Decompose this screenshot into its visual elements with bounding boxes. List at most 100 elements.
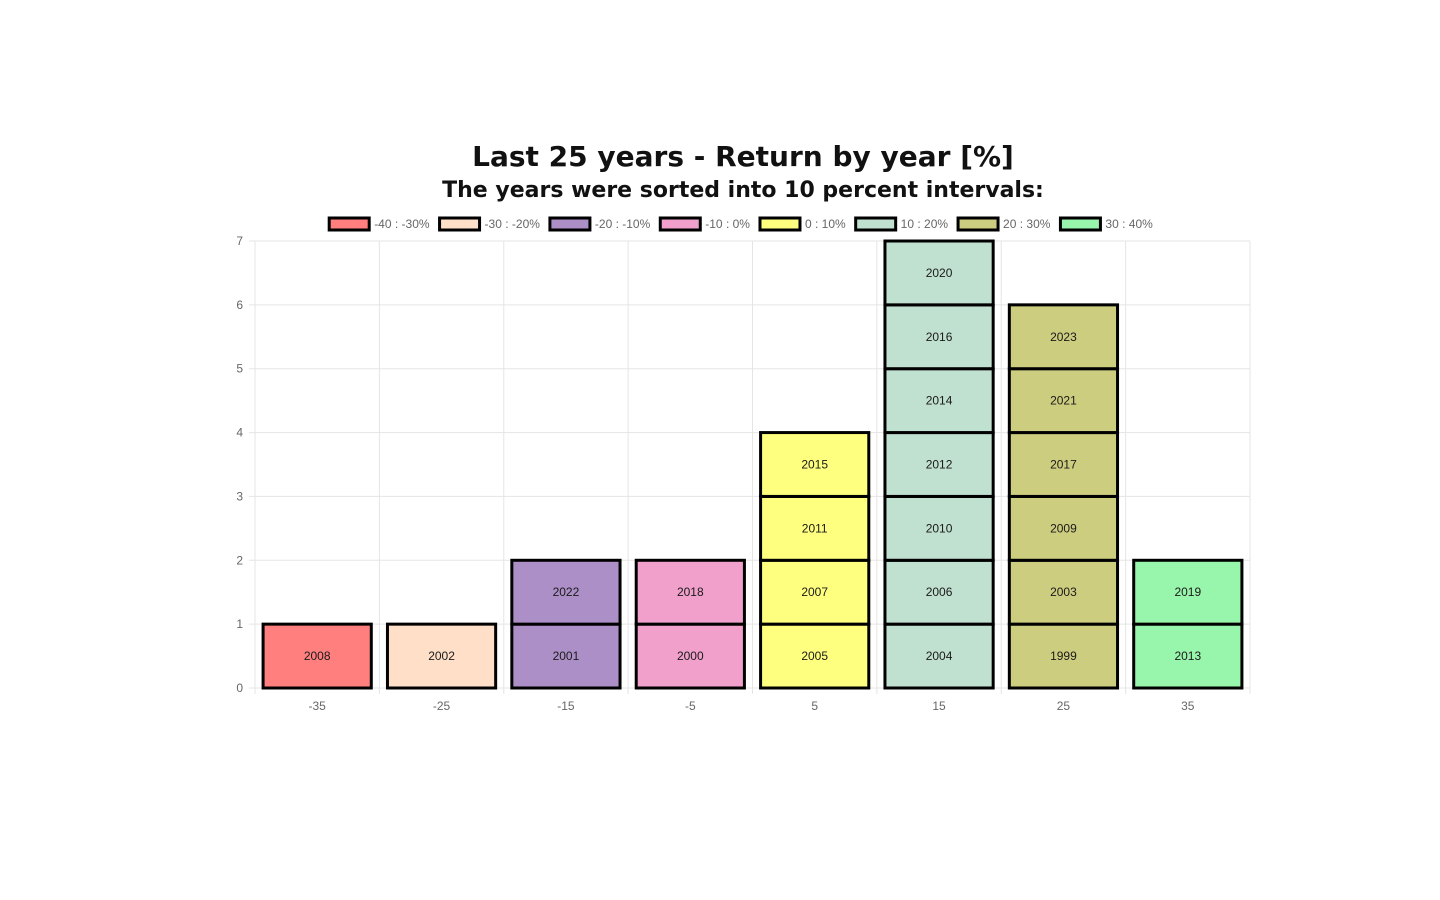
bar-segment[interactable]: 2021 (1007, 367, 1120, 435)
bar-year-label: 1999 (1050, 649, 1077, 663)
bar-segment[interactable]: 1999 (1007, 622, 1120, 690)
bar-year-label: 2010 (926, 521, 953, 535)
chart-title: Last 25 years - Return by year [%] (472, 140, 1014, 173)
legend-item[interactable]: 10 : 20% (854, 216, 949, 232)
legend-item[interactable]: -10 : 0% (658, 216, 750, 232)
bar-segment[interactable]: 2020 (883, 239, 995, 307)
bar-segment[interactable]: 2010 (883, 494, 995, 562)
bar-segment-rect[interactable] (883, 239, 995, 307)
bar-segment[interactable]: 2019 (1132, 558, 1244, 626)
bar-segment-rect[interactable] (759, 431, 871, 498)
legend-item[interactable]: 20 : 30% (956, 216, 1051, 232)
bar-year-label: 2022 (553, 585, 580, 599)
bar-segment-rect[interactable] (634, 558, 746, 626)
bar-segment[interactable]: 2017 (1007, 431, 1120, 498)
legend-swatch (438, 216, 482, 232)
bar-year-label: 2023 (1050, 330, 1077, 344)
y-tick-label: 1 (236, 617, 243, 631)
bar-year-label: 2017 (1050, 458, 1077, 472)
bar-segment-rect[interactable] (261, 622, 373, 690)
bar-segment-rect[interactable] (1007, 367, 1120, 435)
bar-segment[interactable]: 2009 (1007, 494, 1120, 562)
bar-year-label: 2009 (1050, 521, 1077, 535)
bar-segment-rect[interactable] (1132, 558, 1244, 626)
bar-segment-rect[interactable] (759, 622, 871, 690)
legend-item[interactable]: 0 : 10% (758, 216, 846, 232)
bar-year-label: 2007 (801, 585, 828, 599)
x-tick-label: 35 (1181, 699, 1195, 713)
y-tick-label: 0 (236, 681, 243, 695)
bar-segment-rect[interactable] (634, 622, 746, 690)
x-tick-label: 5 (811, 699, 818, 713)
bar-segment-rect[interactable] (1007, 431, 1120, 498)
bar-segment-rect[interactable] (510, 558, 622, 626)
legend-swatch (956, 216, 1000, 232)
bar-year-label: 2000 (677, 649, 704, 663)
bar-segment-rect[interactable] (1007, 303, 1120, 371)
legend-label: 20 : 30% (1003, 217, 1051, 231)
bar-segment[interactable]: 2000 (634, 622, 746, 690)
bar-segment-rect[interactable] (883, 558, 995, 626)
bar-year-label: 2006 (926, 585, 953, 599)
legend-label: 30 : 40% (1105, 217, 1153, 231)
bar-segment-rect[interactable] (1132, 622, 1244, 690)
bar-segment[interactable]: 2005 (759, 622, 871, 690)
legend-label: -40 : -30% (374, 217, 430, 231)
bar-segment-rect[interactable] (1007, 622, 1120, 690)
bar-segment[interactable]: 2016 (883, 303, 995, 371)
x-tick-label: -35 (309, 699, 327, 713)
bar-segment[interactable]: 2013 (1132, 622, 1244, 690)
legend-item[interactable]: -20 : -10% (548, 216, 651, 232)
bar-segment[interactable]: 2023 (1007, 303, 1120, 371)
axes: 0 1 2 3 4 5 6 7 -35 -25 -15 -5 5 15 25 35 (236, 234, 1194, 713)
bar-segment[interactable]: 2014 (883, 367, 995, 435)
bar-year-label: 2018 (677, 585, 704, 599)
x-tick-label: -15 (557, 699, 575, 713)
bar-segment-rect[interactable] (883, 622, 995, 690)
bar-segment-rect[interactable] (1007, 558, 1120, 626)
legend-item[interactable]: -40 : -30% (327, 216, 430, 232)
bar-segment[interactable]: 2003 (1007, 558, 1120, 626)
bar-segment-rect[interactable] (883, 494, 995, 562)
bar-segment[interactable]: 2001 (510, 622, 622, 690)
bar-year-label: 2011 (802, 521, 828, 535)
bar-year-label: 2015 (801, 458, 828, 472)
bar-year-label: 2002 (428, 649, 455, 663)
legend-label: -30 : -20% (485, 217, 541, 231)
bar-segment-rect[interactable] (759, 558, 871, 626)
bar-segment-rect[interactable] (883, 303, 995, 371)
y-tick-label: 5 (236, 362, 243, 376)
bar-segment[interactable]: 2018 (634, 558, 746, 626)
bar-year-label: 2005 (801, 649, 828, 663)
x-tick-label: 15 (932, 699, 946, 713)
bar-segment[interactable]: 2008 (261, 622, 373, 690)
bar-year-label: 2020 (926, 266, 953, 280)
bar-segment[interactable]: 2011 (759, 494, 871, 562)
bar-segment-rect[interactable] (883, 431, 995, 498)
legend-item[interactable]: -30 : -20% (438, 216, 541, 232)
y-tick-label: 3 (236, 489, 243, 503)
legend-label: -20 : -10% (595, 217, 651, 231)
bar-segment[interactable]: 2015 (759, 431, 871, 498)
bar-year-label: 2014 (926, 394, 953, 408)
legend-swatch (854, 216, 898, 232)
legend-label: -10 : 0% (705, 217, 750, 231)
legend-swatch (327, 216, 371, 232)
bar-segment[interactable]: 2004 (883, 622, 995, 690)
legend-swatch (548, 216, 592, 232)
bar-segment[interactable]: 2002 (385, 622, 498, 690)
bar-segment[interactable]: 2007 (759, 558, 871, 626)
bar-year-label: 2004 (926, 649, 953, 663)
chart-subtitle: The years were sorted into 10 percent in… (442, 178, 1044, 203)
bar-year-label: 2001 (553, 649, 580, 663)
y-tick-label: 2 (236, 553, 243, 567)
bar-segment-rect[interactable] (385, 622, 498, 690)
bar-segment[interactable]: 2006 (883, 558, 995, 626)
bar-segment[interactable]: 2022 (510, 558, 622, 626)
bar-segment-rect[interactable] (759, 494, 871, 562)
x-tick-label: 25 (1057, 699, 1071, 713)
legend-swatch (1058, 216, 1102, 232)
legend-item[interactable]: 30 : 40% (1058, 216, 1153, 232)
bar-segment[interactable]: 2012 (883, 431, 995, 498)
